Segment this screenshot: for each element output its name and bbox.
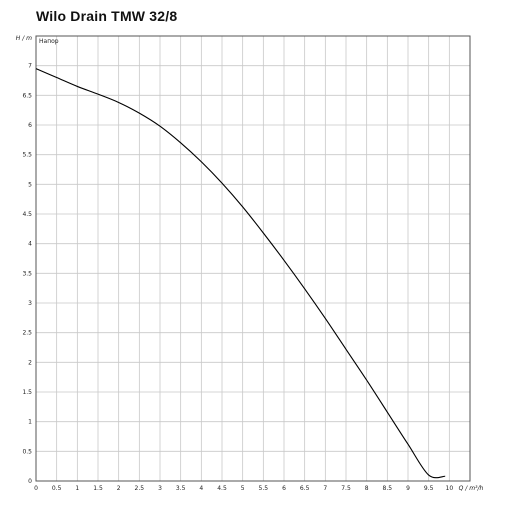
y-tick-label: 2 bbox=[28, 359, 32, 366]
x-tick-label: 6 bbox=[282, 485, 286, 492]
x-tick-label: 8 bbox=[365, 485, 369, 492]
x-tick-label: 2.5 bbox=[135, 485, 145, 492]
x-tick-label: 4 bbox=[199, 485, 203, 492]
y-tick-label: 3.5 bbox=[22, 270, 32, 277]
y-tick-label: 4 bbox=[28, 241, 32, 248]
y-tick-labels: 0 0.5 1 1.5 2 2.5 3 3.5 4 4.5 5 5.5 6 6.5 7 bbox=[22, 63, 32, 485]
x-tick-label: 1 bbox=[75, 485, 79, 492]
x-tick-label: 8.5 bbox=[383, 485, 393, 492]
series-label: Напор bbox=[39, 38, 59, 45]
y-tick-label: 2.5 bbox=[22, 330, 32, 337]
series-line-0 bbox=[35, 68, 446, 479]
chart-title: Wilo Drain TMW 32/8 bbox=[36, 8, 178, 24]
y-tick-label: 5 bbox=[28, 181, 32, 188]
x-tick-label: 5 bbox=[241, 485, 245, 492]
x-tick-label: 3 bbox=[158, 485, 162, 492]
x-tick-label: 9 bbox=[406, 485, 410, 492]
y-tick-label: 4.5 bbox=[22, 211, 32, 218]
y-tick-label: 7 bbox=[28, 63, 32, 70]
series-group bbox=[35, 68, 446, 479]
x-tick-label: 7 bbox=[323, 485, 327, 492]
y-tick-label: 6.5 bbox=[22, 92, 32, 99]
y-axis-label: H / m bbox=[16, 35, 32, 42]
x-tick-label: 0 bbox=[34, 485, 38, 492]
x-tick-label: 2 bbox=[117, 485, 121, 492]
y-tick-label: 3 bbox=[28, 300, 32, 307]
x-tick-labels: 0 0.5 1 1.5 2 2.5 3 3.5 4 4.5 5 5.5 6 6.5 7 7.5 8 8.5 9 9.5… bbox=[34, 485, 453, 492]
x-axis-label: Q / m³/h bbox=[459, 485, 484, 492]
y-tick-label: 1 bbox=[28, 419, 32, 426]
x-tick-label: 9.5 bbox=[424, 485, 434, 492]
y-tick-label: 1.5 bbox=[22, 389, 32, 396]
y-tick-label: 5.5 bbox=[22, 152, 32, 159]
x-tick-label: 7.5 bbox=[341, 485, 351, 492]
x-tick-label: 10 bbox=[446, 485, 454, 492]
x-tick-label: 0.5 bbox=[52, 485, 62, 492]
x-tick-label: 3.5 bbox=[176, 485, 186, 492]
y-tick-label: 0.5 bbox=[22, 448, 32, 455]
y-tick-label: 0 bbox=[28, 478, 32, 485]
y-tick-label: 6 bbox=[28, 122, 32, 129]
x-tick-label: 1.5 bbox=[93, 485, 103, 492]
plot-frame bbox=[35, 35, 471, 482]
grid-lines bbox=[35, 35, 471, 482]
x-tick-label: 4.5 bbox=[217, 485, 227, 492]
x-tick-label: 5.5 bbox=[259, 485, 269, 492]
x-tick-label: 6.5 bbox=[300, 485, 310, 492]
